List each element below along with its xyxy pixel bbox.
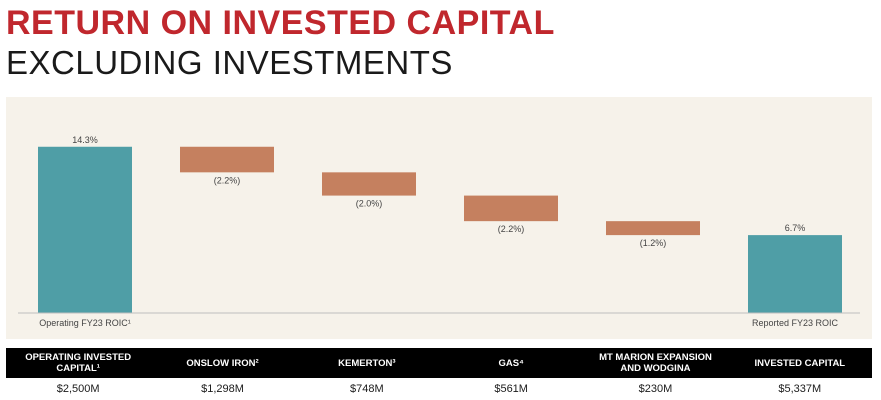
table-value-row: $2,500M $1,298M $748M $561M $230M $5,337M <box>6 378 872 400</box>
chart-canvas: 14.3% Operating FY23 ROIC¹ (2.2%) (2.0%) (2.… <box>18 135 860 328</box>
table-header-cell: MT MARION EXPANSION AND WODGINA <box>583 348 727 378</box>
page-subtitle: EXCLUDING INVESTMENTS <box>6 44 453 81</box>
header-line: GAS⁴ <box>498 357 524 369</box>
table-header-cell: GAS⁴ <box>439 348 583 378</box>
waterfall-bar-2 <box>322 172 416 196</box>
table-value-cell: $748M <box>350 383 384 395</box>
table-value-cell: $561M <box>494 383 528 395</box>
table-header-cell: KEMERTON³ <box>295 348 439 378</box>
header-line: MT MARION EXPANSION <box>599 352 712 363</box>
table-value-cell: $5,337M <box>778 383 822 395</box>
data-label-3: (2.2%) <box>498 224 525 234</box>
table-value-cell: $230M <box>638 383 673 395</box>
waterfall-bar-0 <box>38 146 132 313</box>
data-label-5: 6.7% <box>785 223 806 233</box>
waterfall-bar-3 <box>464 195 558 222</box>
table-header-row: OPERATING INVESTED CAPITAL¹ ONSLOW IRON² KE… <box>6 348 872 378</box>
header-line: CAPITAL¹ <box>56 363 100 374</box>
header-line: OPERATING INVESTED <box>25 352 132 363</box>
data-label-4: (1.2%) <box>640 238 667 248</box>
header-line: KEMERTON³ <box>338 357 396 369</box>
waterfall-chart: 14.3% Operating FY23 ROIC¹ (2.2%) (2.0%) (2.… <box>6 97 872 339</box>
invested-capital-table: OPERATING INVESTED CAPITAL¹ ONSLOW IRON² KE… <box>6 348 872 400</box>
waterfall-bar-1 <box>180 146 274 173</box>
header-line: INVESTED CAPITAL <box>754 357 846 369</box>
category-label-0: Operating FY23 ROIC¹ <box>39 318 131 328</box>
page-title: RETURN ON INVESTED CAPITAL <box>6 4 555 42</box>
header-line: AND WODGINA <box>620 363 691 374</box>
waterfall-bar-4 <box>606 221 700 236</box>
data-label-1: (2.2%) <box>214 175 241 185</box>
table-header-cell: ONSLOW IRON² <box>150 348 294 378</box>
data-label-2: (2.0%) <box>356 199 383 209</box>
category-label-5: Reported FY23 ROIC <box>752 318 839 328</box>
waterfall-bar-5 <box>748 235 842 313</box>
data-label-0: 14.3% <box>72 135 98 145</box>
table-header-cell: OPERATING INVESTED CAPITAL¹ <box>6 348 150 378</box>
table-value-cell: $1,298M <box>201 383 244 395</box>
table-header-cell: INVESTED CAPITAL <box>728 348 872 378</box>
table-value-cell: $2,500M <box>56 383 100 395</box>
header-line: ONSLOW IRON² <box>186 357 259 369</box>
